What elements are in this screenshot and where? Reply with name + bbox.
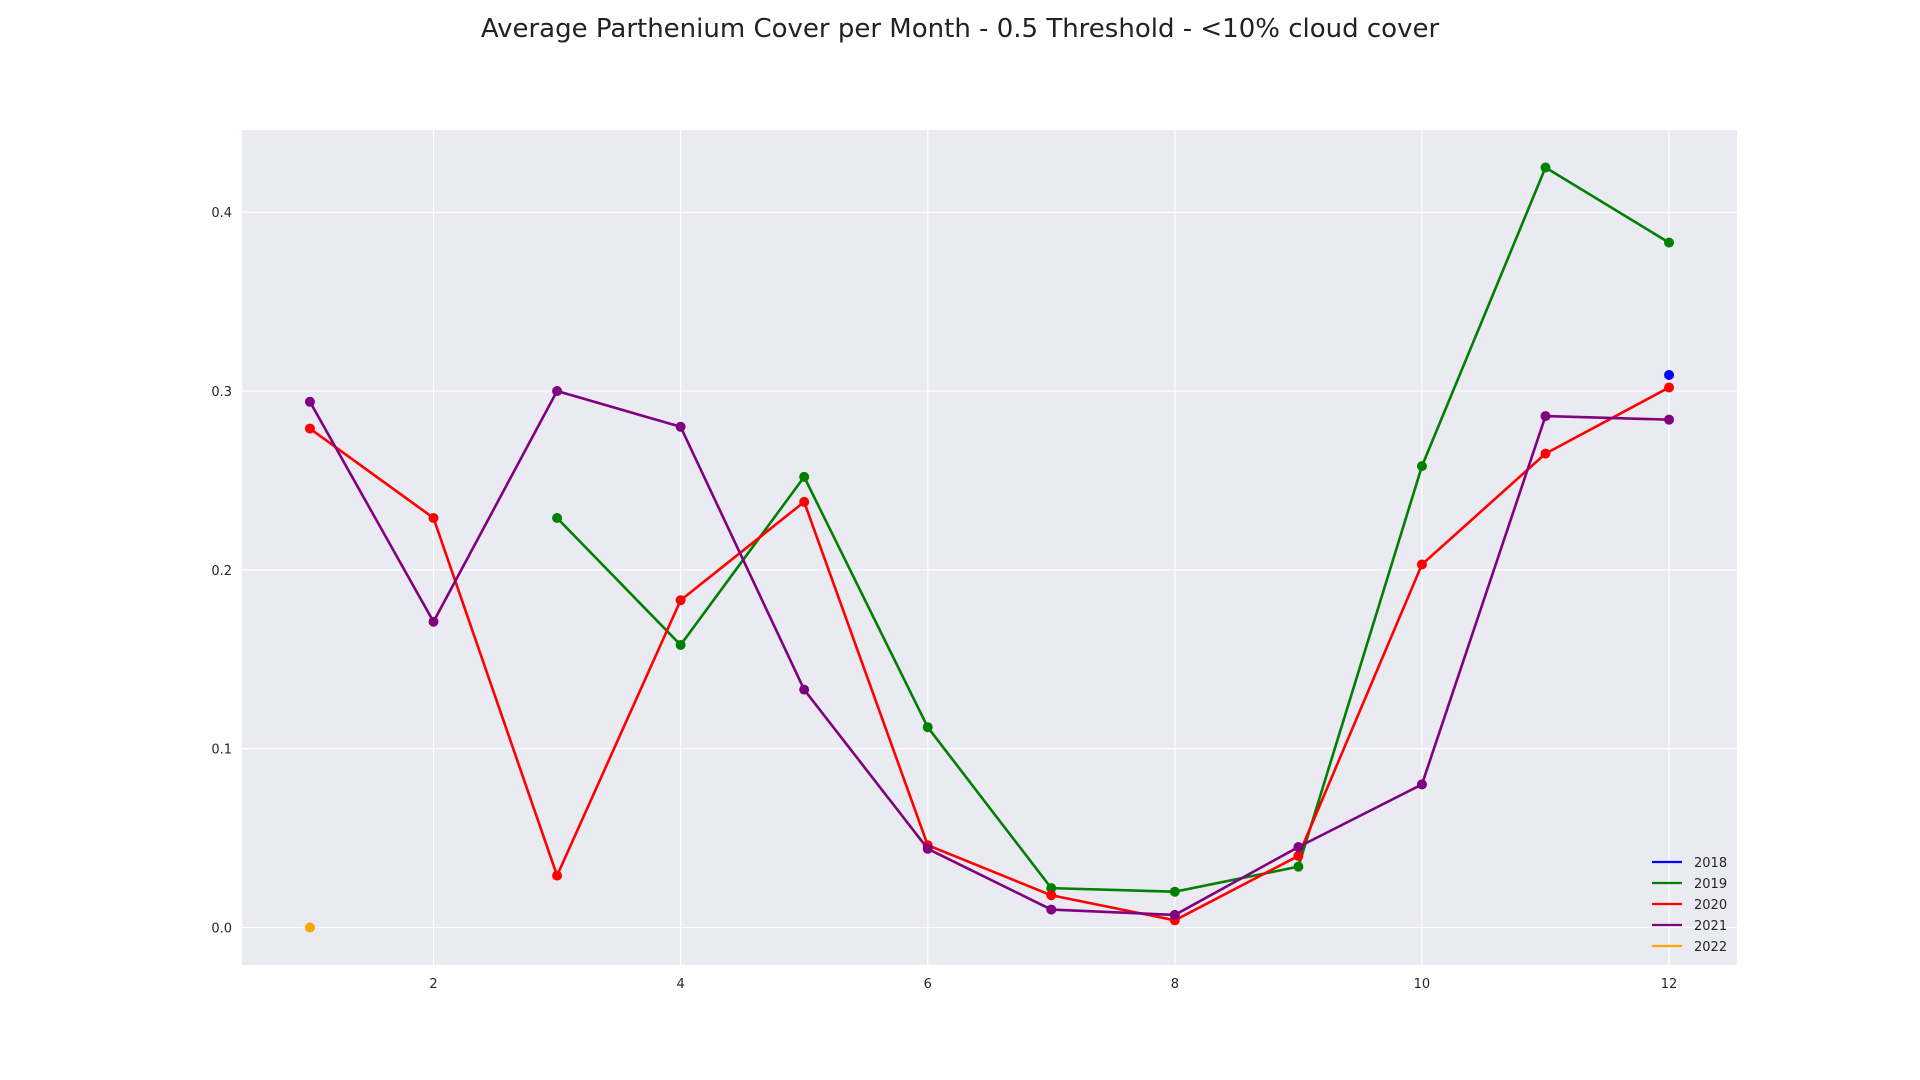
- x-tick-label: 10: [1414, 977, 1431, 992]
- legend-label-2019: 2019: [1694, 877, 1727, 892]
- data-point: [1046, 890, 1057, 901]
- data-point: [552, 386, 563, 397]
- data-point: [1416, 779, 1427, 790]
- data-point: [1293, 841, 1304, 852]
- x-tick-label: 2: [429, 977, 437, 992]
- data-point: [1293, 850, 1304, 861]
- data-point: [1293, 861, 1304, 872]
- y-tick-label: 0.3: [211, 385, 232, 400]
- x-tick-label: 8: [1171, 977, 1179, 992]
- series-2018: [1664, 369, 1675, 380]
- data-point: [304, 396, 315, 407]
- data-point: [428, 616, 439, 627]
- x-tick-label: 6: [924, 977, 932, 992]
- series-line-2021: [308, 389, 1670, 917]
- data-point: [552, 870, 563, 881]
- data-point: [552, 512, 563, 523]
- series-group: [304, 162, 1675, 933]
- legend-label-2021: 2021: [1694, 919, 1727, 934]
- data-point: [304, 922, 315, 933]
- data-point: [675, 421, 686, 432]
- y-tick-label: 0.1: [211, 743, 232, 758]
- data-point: [1664, 237, 1675, 248]
- grid: [242, 130, 1737, 965]
- data-point: [1540, 162, 1551, 173]
- data-point: [1540, 411, 1551, 422]
- data-point: [1169, 886, 1180, 897]
- y-tick-label: 0.0: [211, 921, 232, 936]
- x-tick-label: 4: [676, 977, 684, 992]
- data-point: [799, 684, 810, 695]
- data-point: [922, 722, 933, 733]
- x-tick-label: 12: [1661, 977, 1678, 992]
- legend-label-2020: 2020: [1694, 898, 1727, 913]
- data-point: [1169, 909, 1180, 920]
- data-point: [675, 639, 686, 650]
- data-point: [1046, 904, 1057, 915]
- data-point: [1664, 414, 1675, 425]
- data-point: [799, 496, 810, 507]
- data-point: [428, 512, 439, 523]
- legend-label-2018: 2018: [1694, 856, 1727, 871]
- data-point: [1416, 559, 1427, 570]
- series-2020: [304, 382, 1675, 926]
- data-point: [922, 843, 933, 854]
- data-point: [304, 423, 315, 434]
- axis-ticks: 2 4 6 8 10 12 0.0 0.1 0.2 0.3 0.4: [211, 206, 1677, 992]
- plot-area: [242, 130, 1737, 965]
- series-line-2020: [309, 386, 1670, 922]
- data-point: [1664, 382, 1675, 393]
- series-2022: [304, 922, 315, 933]
- data-point: [1046, 883, 1057, 894]
- data-point: [1540, 448, 1551, 459]
- legend-label-2022: 2022: [1694, 940, 1727, 955]
- data-point: [675, 595, 686, 606]
- data-point: [799, 471, 810, 482]
- series-2021: [304, 386, 1675, 920]
- data-point: [1664, 369, 1675, 380]
- legend: 2018 2019 2020 2021 2022: [1652, 856, 1727, 955]
- chart-title: Average Parthenium Cover per Month - 0.5…: [480, 14, 1440, 44]
- data-point: [1416, 461, 1427, 472]
- y-tick-label: 0.2: [211, 564, 232, 579]
- y-tick-label: 0.4: [211, 206, 232, 221]
